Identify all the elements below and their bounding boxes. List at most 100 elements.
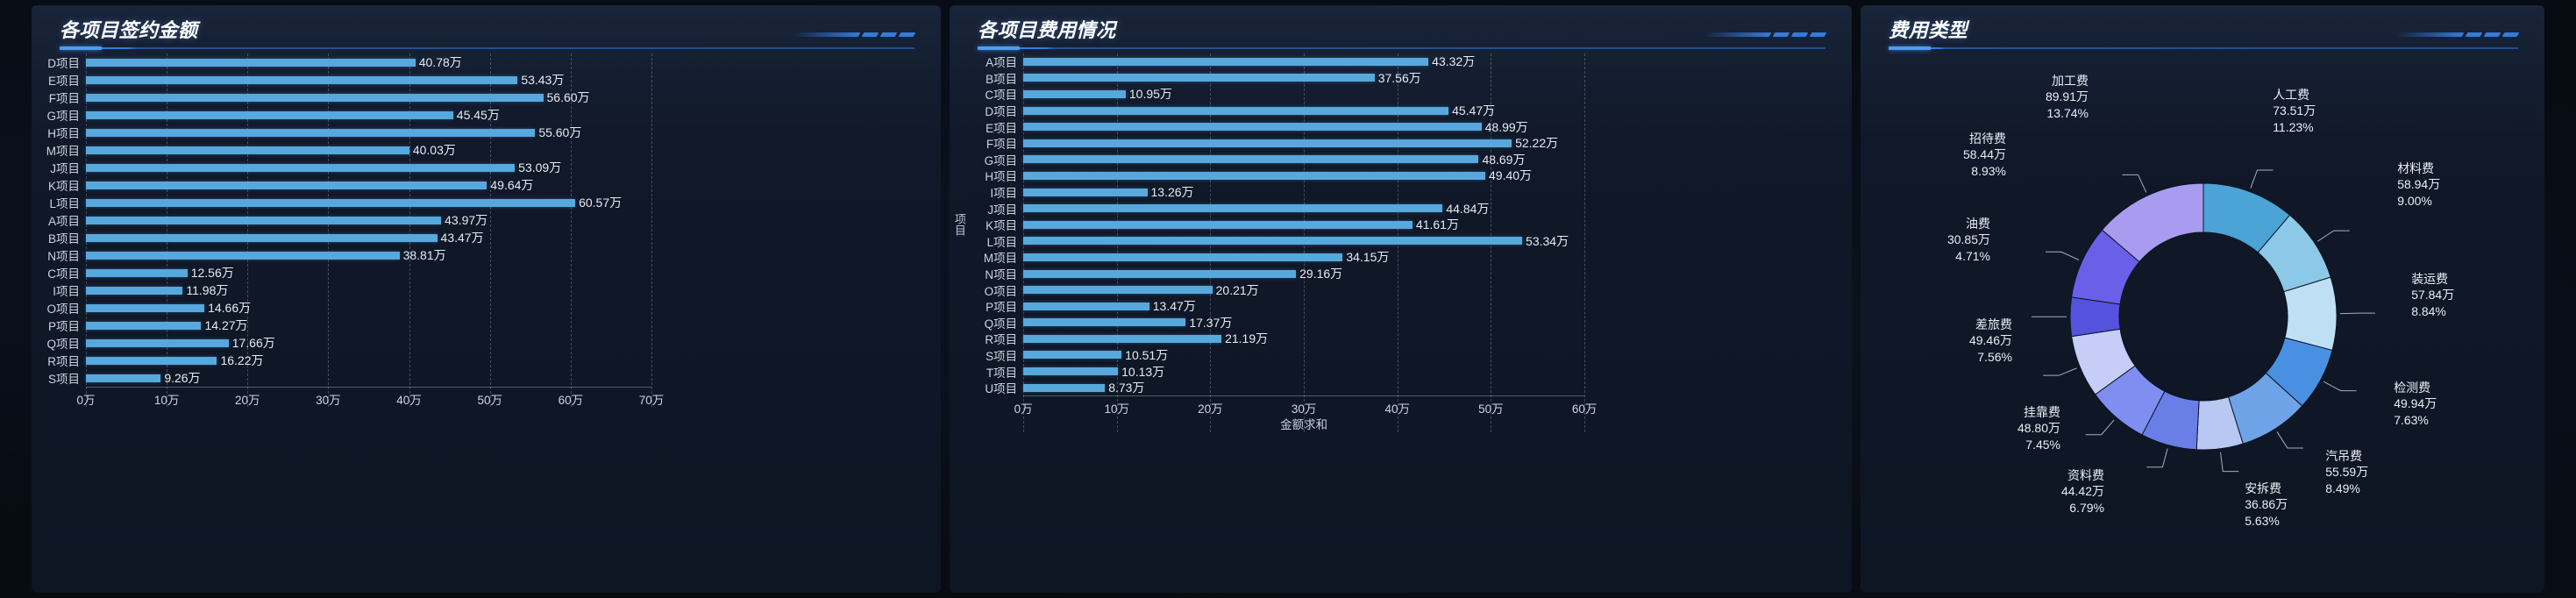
bar[interactable]	[1023, 171, 1485, 180]
bar-row[interactable]: S项目 10.51万	[969, 347, 1838, 364]
bar-row[interactable]: K项目 41.61万	[969, 217, 1838, 233]
bar-row[interactable]: E项目 53.43万	[32, 71, 927, 89]
bar-row[interactable]: N项目 38.81万	[32, 246, 927, 264]
bar-row[interactable]: O项目 20.21万	[969, 281, 1838, 298]
bar[interactable]	[1023, 188, 1148, 196]
bar[interactable]	[86, 128, 536, 137]
bar[interactable]	[1023, 74, 1375, 82]
bar[interactable]	[86, 58, 416, 67]
bar-row[interactable]: B项目 37.56万	[969, 70, 1838, 87]
bar-track: 43.32万	[1023, 53, 1838, 70]
bar-track: 52.22万	[1023, 135, 1838, 152]
bar[interactable]	[86, 75, 518, 84]
bar-row[interactable]: F项目 56.60万	[32, 89, 927, 106]
bar[interactable]	[1023, 204, 1443, 213]
bar[interactable]	[86, 268, 188, 277]
bar[interactable]	[1023, 269, 1297, 278]
bar-row[interactable]: B项目 43.47万	[32, 229, 927, 246]
bar[interactable]	[86, 321, 202, 330]
bar-row[interactable]: T项目 10.13万	[969, 363, 1838, 380]
bar-category-label: T项目	[986, 366, 1018, 380]
bar[interactable]	[1023, 302, 1149, 310]
bar-value-label: 10.13万	[1121, 364, 1165, 379]
bar-track: 45.45万	[86, 106, 927, 124]
bar-category-label: G项目	[984, 153, 1018, 167]
bar[interactable]	[86, 303, 205, 312]
bar-row[interactable]: A项目 43.97万	[32, 211, 927, 229]
bar[interactable]	[1023, 237, 1523, 246]
bar-row[interactable]: Q项目 17.66万	[32, 334, 927, 352]
bar[interactable]	[86, 146, 409, 154]
bar-category-label: B项目	[986, 72, 1018, 86]
bar[interactable]	[86, 163, 516, 172]
bar-row[interactable]: C项目 12.56万	[32, 264, 927, 281]
bar[interactable]	[86, 181, 487, 189]
chart-project-cost: 项目 A项目 43.32万 B项目 37.56万 C项目 10.95万 D项目 45.47万 E项…	[950, 53, 1852, 433]
donut-slice-label: 材料费 58.94万 9.00%	[2397, 160, 2440, 209]
bar-row[interactable]: F项目 52.22万	[969, 135, 1838, 152]
bar-row[interactable]: J项目 53.09万	[32, 159, 927, 176]
bar[interactable]	[86, 338, 229, 347]
bar[interactable]	[86, 93, 544, 102]
bar-category-label: I项目	[990, 187, 1018, 201]
bar[interactable]	[1023, 155, 1479, 164]
bar[interactable]	[86, 374, 161, 382]
bar-row[interactable]: H项目 49.40万	[969, 167, 1838, 184]
bar-row[interactable]: L项目 53.34万	[969, 233, 1838, 250]
bar-row[interactable]: Q项目 17.37万	[969, 315, 1838, 331]
page-title: 各项目费用情况	[978, 19, 1116, 41]
bar-row[interactable]: G项目 48.69万	[969, 152, 1838, 168]
bar-row[interactable]: D项目 40.78万	[32, 53, 927, 71]
bar[interactable]	[1023, 253, 1343, 261]
bar[interactable]	[1023, 334, 1222, 343]
bar-row[interactable]: J项目 44.84万	[969, 200, 1838, 217]
bar-row[interactable]: U项目 8.73万	[969, 380, 1838, 396]
bar[interactable]	[1023, 318, 1186, 327]
bar[interactable]	[86, 110, 453, 119]
bar-row[interactable]: M项目 40.03万	[32, 141, 927, 159]
bar[interactable]	[1023, 220, 1413, 229]
bar[interactable]	[1023, 383, 1106, 392]
bar[interactable]	[86, 233, 438, 242]
bar-row[interactable]: I项目 11.98万	[32, 281, 927, 299]
bar-row[interactable]: L项目 60.57万	[32, 194, 927, 211]
bar[interactable]	[1023, 351, 1122, 360]
bar[interactable]	[86, 356, 217, 365]
x-tick-label: 60万	[1571, 402, 1598, 416]
bar-category-label: P项目	[47, 320, 80, 333]
bar[interactable]	[1023, 89, 1126, 98]
bar-row[interactable]: E项目 48.99万	[969, 118, 1838, 135]
x-axis-ticks: 0万 10万 20万 30万 40万 50万 60万	[969, 396, 1838, 416]
bar-row[interactable]: K项目 49.64万	[32, 176, 927, 194]
bar[interactable]	[1023, 367, 1119, 376]
bar-track: 17.66万	[86, 334, 927, 352]
bar-row[interactable]: G项目 45.45万	[32, 106, 927, 124]
bar-row[interactable]: D项目 45.47万	[969, 103, 1838, 119]
donut-slice[interactable]	[2101, 182, 2204, 263]
bar-row[interactable]: R项目 21.19万	[969, 331, 1838, 347]
bar[interactable]	[1023, 139, 1512, 147]
bar[interactable]	[86, 251, 400, 260]
bar-row[interactable]: O项目 14.66万	[32, 299, 927, 317]
bar-row[interactable]: N项目 29.16万	[969, 266, 1838, 282]
bar-row[interactable]: A项目 43.32万	[969, 53, 1838, 70]
bar-row[interactable]: I项目 13.26万	[969, 184, 1838, 201]
bar-row[interactable]: R项目 16.22万	[32, 352, 927, 369]
donut-label-name: 油费	[1966, 217, 1990, 231]
bar-row[interactable]: H项目 55.60万	[32, 124, 927, 141]
bar-row[interactable]: C项目 10.95万	[969, 86, 1838, 103]
bar-row[interactable]: P项目 14.27万	[32, 317, 927, 334]
bar-row[interactable]: P项目 13.47万	[969, 298, 1838, 315]
bar[interactable]	[1023, 286, 1213, 295]
bar[interactable]	[1023, 106, 1449, 115]
bar[interactable]	[1023, 123, 1482, 132]
donut-label-percent: 4.71%	[1955, 248, 1990, 263]
bar-row[interactable]: M项目 34.15万	[969, 249, 1838, 266]
bar[interactable]	[86, 286, 183, 295]
bar[interactable]	[86, 198, 576, 207]
x-tick-label: 50万	[477, 394, 502, 407]
bar[interactable]	[86, 216, 442, 224]
bar-track: 53.09万	[86, 159, 927, 176]
bar-row[interactable]: S项目 9.26万	[32, 369, 927, 387]
bar[interactable]	[1023, 57, 1429, 66]
